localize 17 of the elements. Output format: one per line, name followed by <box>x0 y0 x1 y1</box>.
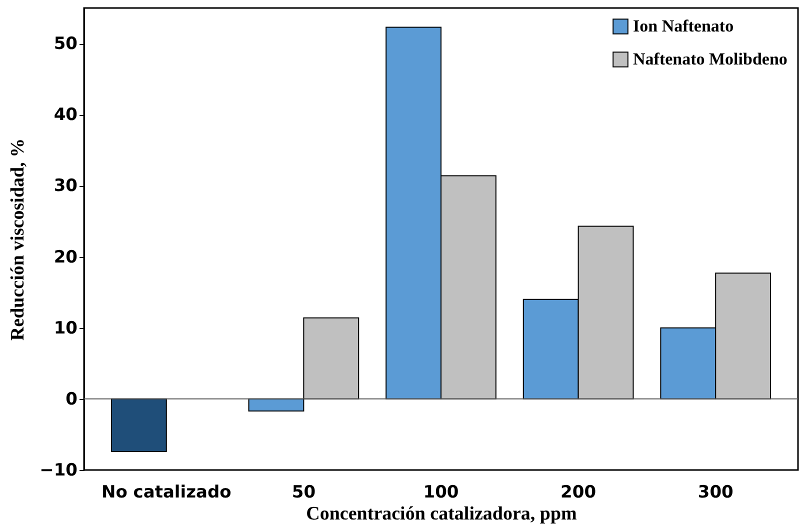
x-tick-label: No catalizado <box>101 482 232 502</box>
y-tick-label: −10 <box>40 460 78 480</box>
x-tick-label: 300 <box>698 482 734 502</box>
legend-label: Naftenato Molibdeno <box>633 50 788 68</box>
bar <box>110 398 167 452</box>
y-axis-title: Reducción viscosidad, % <box>8 138 29 341</box>
x-axis-title: Concentración catalizadora, ppm <box>306 504 578 524</box>
y-tick-label: 10 <box>54 318 78 338</box>
x-tick-label: 200 <box>560 482 596 502</box>
y-tick-label: 20 <box>54 247 78 268</box>
legend-label: Ion Naftenato <box>633 16 734 36</box>
y-tick-label: 50 <box>54 34 78 54</box>
y-tick-label: 40 <box>54 105 78 126</box>
x-tick-label: 50 <box>292 482 316 502</box>
y-tick-label: 30 <box>54 176 78 196</box>
x-tick-label: 100 <box>423 482 459 502</box>
y-tick-label: 0 <box>66 389 78 410</box>
